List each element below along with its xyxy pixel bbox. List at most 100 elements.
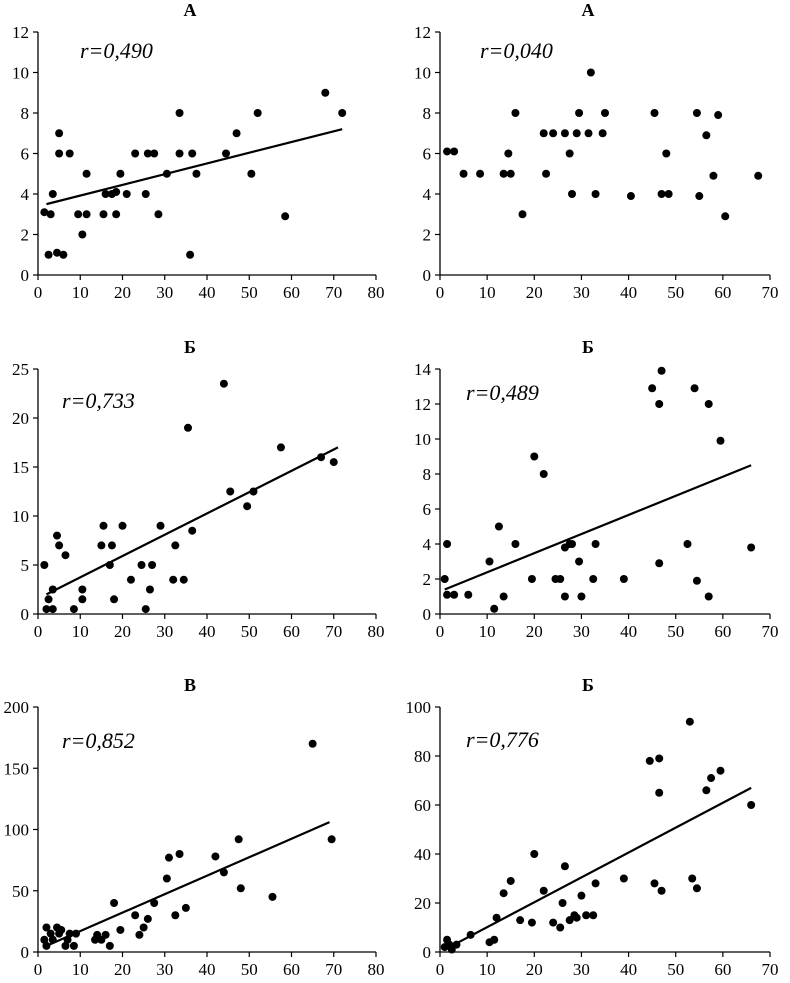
x-tick-label: 20 [526, 283, 543, 302]
x-tick-label: 30 [573, 960, 590, 979]
data-point [530, 452, 539, 461]
data-point [156, 521, 165, 530]
data-point [577, 891, 586, 900]
x-tick-label: 50 [241, 622, 258, 641]
y-tick-label: 8 [423, 465, 432, 484]
correlation-label: r=0,040 [480, 38, 553, 63]
data-point [714, 111, 723, 120]
data-point [683, 540, 692, 548]
data-point [44, 250, 53, 259]
x-tick-label: 20 [526, 960, 543, 979]
data-point [139, 923, 148, 932]
y-tick-label: 12 [12, 23, 29, 42]
data-point [143, 149, 152, 158]
trend-line [444, 464, 752, 591]
data-point [46, 929, 55, 938]
data-point [175, 109, 184, 117]
panel-title: А [582, 0, 595, 20]
data-point [42, 923, 51, 932]
data-point [42, 605, 51, 614]
x-tick-label: 0 [34, 622, 43, 641]
data-point [650, 879, 659, 888]
data-point [685, 717, 694, 726]
data-point [183, 423, 192, 432]
data-point [226, 487, 235, 496]
data-point [222, 149, 231, 158]
x-tick-label: 30 [156, 622, 173, 641]
data-point [110, 899, 119, 907]
x-tick-label: 0 [34, 283, 43, 302]
x-tick-label: 70 [325, 622, 342, 641]
data-point [105, 941, 114, 950]
x-tick-label: 60 [283, 622, 300, 641]
x-tick-label: 10 [479, 622, 496, 641]
data-point [101, 190, 110, 198]
data-point [188, 149, 197, 158]
data-point [268, 892, 277, 901]
y-tick-label: 0 [21, 943, 30, 962]
data-point [655, 788, 664, 797]
data-point [154, 210, 163, 219]
data-point [112, 187, 121, 196]
x-tick-label: 50 [241, 960, 258, 979]
data-point [150, 899, 159, 907]
data-point [141, 190, 150, 198]
y-tick-label: 6 [423, 500, 432, 519]
x-tick-label: 40 [620, 622, 637, 641]
data-point [527, 918, 536, 927]
y-tick-label: 0 [21, 266, 30, 285]
data-point [598, 129, 607, 138]
data-point [135, 930, 144, 939]
data-point [568, 190, 576, 198]
data-point [40, 935, 49, 944]
data-point [589, 575, 598, 583]
data-point [518, 210, 527, 219]
y-tick-label: 6 [21, 145, 30, 164]
data-point [586, 68, 595, 77]
data-point [150, 149, 159, 158]
data-point [568, 540, 576, 548]
data-point [443, 147, 452, 156]
data-point [131, 911, 140, 920]
y-tick-label: 100 [406, 698, 432, 717]
data-point [539, 129, 548, 138]
data-point [565, 149, 574, 158]
data-point [662, 149, 671, 158]
data-point [329, 458, 338, 467]
x-tick-label: 30 [573, 283, 590, 302]
panel-title: Б [184, 337, 196, 357]
x-tick-label: 60 [714, 622, 731, 641]
data-point [281, 212, 290, 221]
data-point [53, 248, 62, 257]
x-tick-label: 70 [762, 960, 779, 979]
x-tick-label: 0 [436, 960, 445, 979]
data-point [619, 575, 628, 583]
data-point [692, 576, 701, 585]
data-point [657, 886, 666, 895]
y-tick-label: 2 [21, 226, 30, 245]
y-tick-label: 0 [423, 943, 432, 962]
x-tick-label: 10 [72, 622, 89, 641]
data-point [192, 169, 201, 178]
x-tick-label: 40 [199, 960, 216, 979]
data-point [591, 879, 600, 888]
data-point [42, 941, 51, 950]
data-point [97, 541, 106, 550]
y-tick-label: 20 [414, 894, 431, 913]
data-point [702, 786, 711, 795]
data-point [560, 592, 569, 601]
data-point [40, 561, 49, 569]
panel-title: Б [582, 337, 594, 357]
y-tick-label: 4 [21, 185, 30, 204]
data-point [186, 250, 195, 259]
correlation-label: r=0,852 [62, 728, 135, 753]
x-tick-label: 30 [156, 960, 173, 979]
data-point [702, 131, 711, 140]
data-point [317, 453, 326, 462]
data-point [74, 210, 83, 219]
data-point [657, 190, 666, 198]
trend-line [46, 821, 330, 947]
data-point [116, 169, 125, 178]
data-point [485, 557, 494, 566]
data-point [716, 766, 725, 775]
